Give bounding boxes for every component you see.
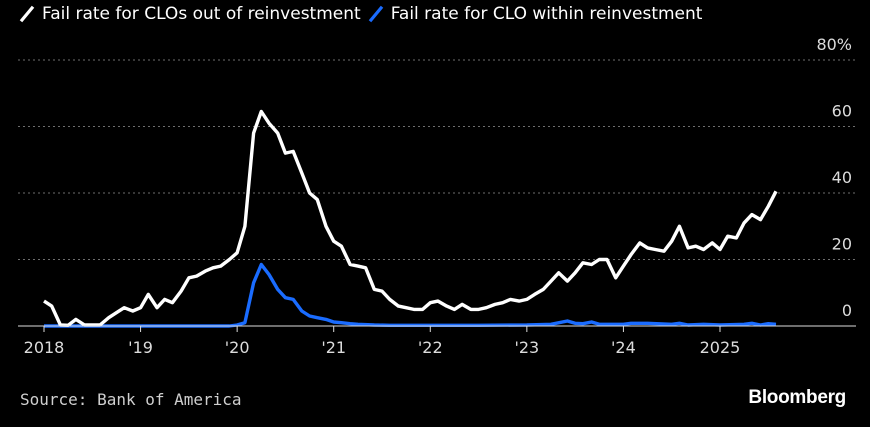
y-axis-tick-labels: 0 20 40 60 80% [816, 35, 852, 320]
y-tick-label-60: 60 [832, 102, 852, 121]
x-tick-label-'20: '20 [225, 338, 250, 357]
gridlines [18, 59, 856, 260]
x-tick-label-'19: '19 [128, 338, 153, 357]
x-axis: 2018 '19 '20 '21 '22 '23 '24 2025 [18, 325, 856, 357]
x-tick-label-'21: '21 [321, 338, 346, 357]
y-tick-label-80: 80% [816, 35, 852, 54]
legend-slash-icon-white [19, 5, 35, 23]
y-tick-label-0: 0 [842, 301, 852, 320]
x-tick-label-2018: 2018 [24, 338, 65, 357]
bloomberg-logo: Bloomberg [748, 387, 846, 408]
x-tick-label-'22: '22 [418, 338, 443, 357]
y-tick-label-20: 20 [832, 235, 852, 254]
x-tick-label-'23: '23 [514, 338, 539, 357]
legend-item-within-reinvestment: Fail rate for CLO within reinvestment [367, 4, 703, 24]
y-tick-label-40: 40 [832, 168, 852, 187]
line-chart: 0 20 40 60 80% 2018 '19 '20 '21 '22 '23 '24 2025 [18, 35, 856, 357]
source-note: Source: Bank of America [20, 390, 242, 409]
legend-label-within-reinvestment: Fail rate for CLO within reinvestment [390, 4, 703, 24]
x-tick-label-'24: '24 [611, 338, 636, 357]
legend-label-out-of-reinvestment: Fail rate for CLOs out of reinvestment [42, 4, 361, 24]
legend-slash-icon-blue [368, 5, 383, 23]
series-lines [43, 109, 778, 328]
x-tick-label-2025: 2025 [700, 338, 741, 357]
chart-legend: Fail rate for CLOs out of reinvestment F… [18, 2, 708, 26]
series-line-0 [43, 109, 778, 327]
legend-item-out-of-reinvestment: Fail rate for CLOs out of reinvestment [18, 4, 361, 24]
series-line-1 [44, 262, 777, 328]
